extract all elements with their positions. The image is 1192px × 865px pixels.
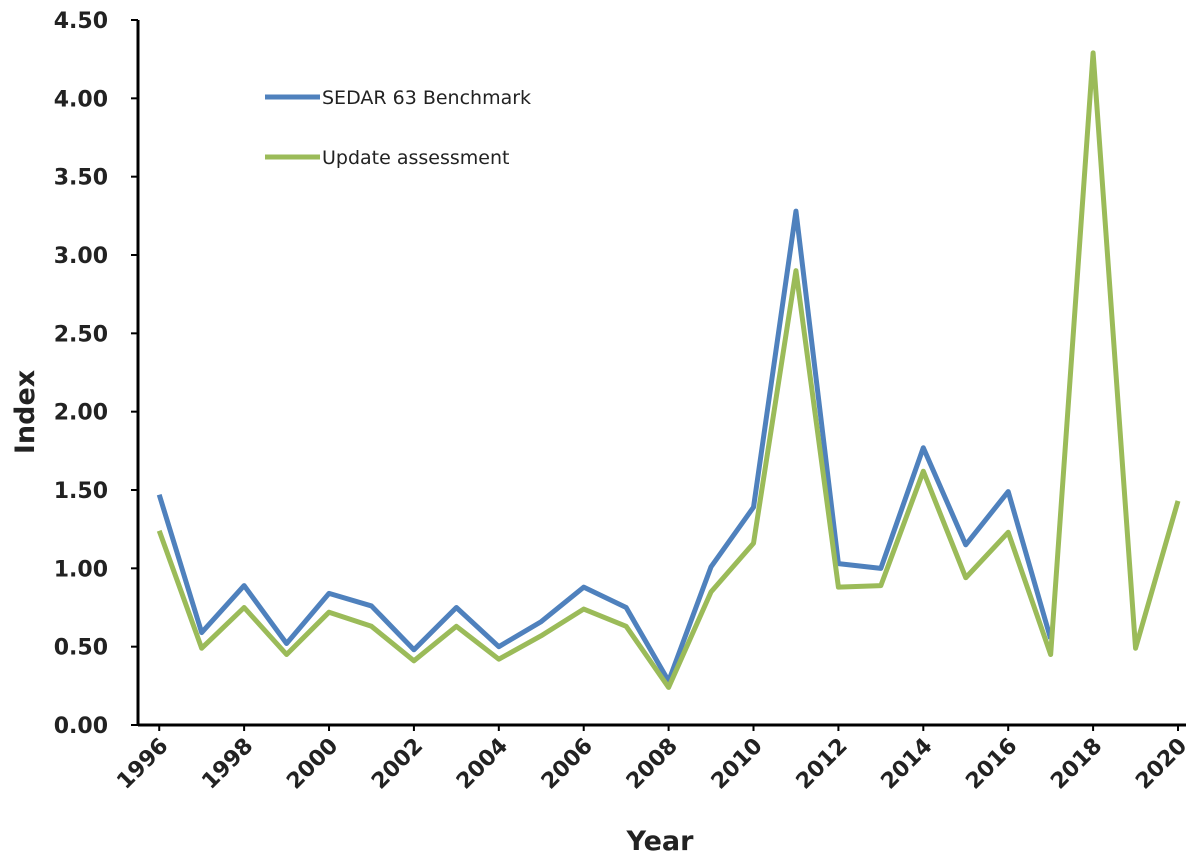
x-tick-label: 2002: [367, 734, 428, 795]
y-axis-title: Index: [10, 370, 41, 454]
y-tick-label: 2.00: [54, 401, 108, 426]
x-tick-label: 2020: [1131, 734, 1192, 795]
x-tick-label: 2008: [622, 734, 683, 795]
y-tick-label: 0.00: [54, 714, 108, 739]
x-tick-label: 2012: [792, 734, 853, 795]
legend-label: SEDAR 63 Benchmark: [322, 87, 531, 109]
y-tick-label: 2.50: [54, 322, 108, 347]
x-tick-label: 2010: [707, 734, 768, 795]
y-tick-label: 1.00: [54, 557, 108, 582]
x-tick-label: 2014: [877, 734, 938, 795]
x-tick-label: 2016: [961, 734, 1022, 795]
x-tick-label: 2004: [452, 734, 513, 795]
x-tick-label: 1998: [197, 734, 258, 795]
y-tick-label: 4.00: [54, 87, 108, 112]
y-tick-label: 1.50: [54, 479, 108, 504]
x-axis-title: Year: [626, 826, 695, 857]
legend-label: Update assessment: [322, 147, 509, 169]
y-tick-label: 3.50: [54, 166, 108, 191]
series-line: [156, 208, 1054, 684]
x-tick-label: 2018: [1046, 734, 1107, 795]
y-tick-label: 0.50: [54, 636, 108, 661]
x-tick-label: 1996: [112, 734, 173, 795]
y-tick-label: 3.00: [54, 244, 108, 269]
y-tick-label: 4.50: [54, 9, 108, 34]
x-tick-label: 2000: [282, 734, 343, 795]
series-line: [156, 50, 1181, 690]
x-tick-label: 2006: [537, 734, 598, 795]
